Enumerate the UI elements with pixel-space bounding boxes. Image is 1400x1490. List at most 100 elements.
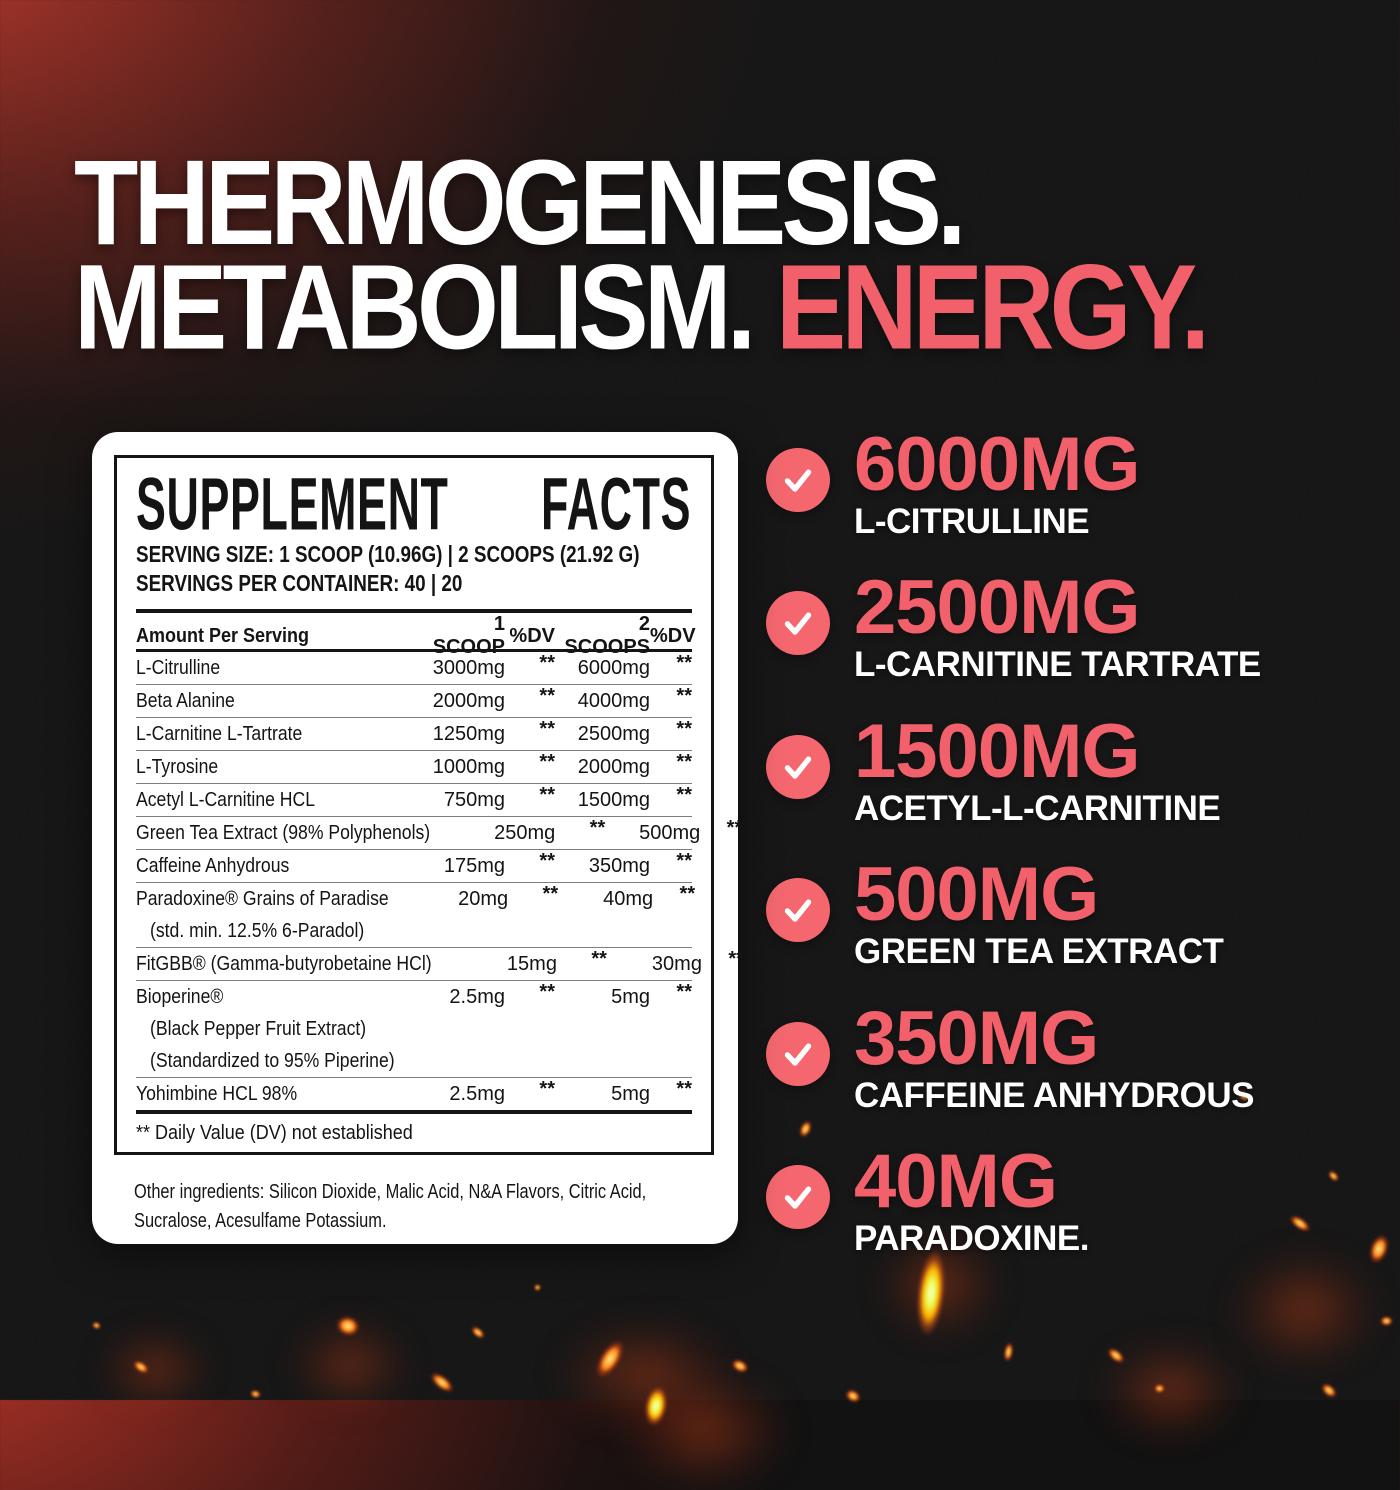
ingredient-amount-2scoops: 2000mg: [577, 755, 650, 778]
ingredient-name: L-Tyrosine: [136, 755, 219, 778]
table-row: Yohimbine HCL 98% 2.5mg ** 5mg **: [136, 1078, 692, 1110]
ingredient-name: Caffeine Anhydrous: [136, 854, 290, 877]
ingredient-amount-1scoop: 2000mg: [432, 689, 505, 712]
ingredient-dv-1scoop: **: [589, 816, 606, 839]
check-icon: [766, 878, 830, 942]
table-row: L-Citrulline 3000mg ** 6000mg **: [136, 652, 692, 685]
ingredient-name: Acetyl L-Carnitine HCL: [136, 788, 316, 811]
highlight-name: L-CITRULLINE: [854, 502, 1090, 541]
ember-spark: [1318, 1380, 1340, 1401]
other-ingredients-line: Sucralose, Acesulfame Potassium.: [134, 1209, 387, 1232]
ingredient-dv-2scoops: **: [679, 882, 696, 905]
ember-glow: [620, 1370, 790, 1490]
ingredient-name: L-Carnitine L-Tartrate: [136, 722, 303, 745]
ember-spark: [1365, 1231, 1393, 1267]
ingredient-amount-1scoop: 750mg: [443, 788, 505, 811]
check-icon: [766, 1165, 830, 1229]
ember-spark: [1287, 1212, 1313, 1235]
highlight-text: 1500MG ACETYL-L-CARNITINE: [854, 714, 1221, 827]
ingredient-name: Yohimbine HCL 98%: [136, 1082, 298, 1105]
ember-glow: [100, 1330, 210, 1410]
ingredient-dv-2scoops: **: [676, 1077, 692, 1100]
ingredient-dv-2scoops: **: [728, 947, 744, 970]
ingredient-amount-1scoop: 3000mg: [432, 656, 505, 679]
highlight-amount: 2500MG: [854, 565, 1140, 650]
table-row: FitGBB® (Gamma-butyrobetaine HCl) 15mg *…: [136, 947, 744, 981]
ingredient-amount-2scoops: 2500mg: [577, 722, 650, 745]
check-icon: [766, 448, 830, 512]
ingredient-dv-1scoop: **: [539, 684, 555, 707]
ingredient-dv-2scoops: **: [676, 783, 692, 806]
servings-per-container: SERVINGS PER CONTAINER: 40 | 20: [136, 570, 463, 596]
ember-spark: [534, 1284, 541, 1291]
col-dv-1: %DV: [509, 624, 555, 647]
facts-table-body: L-Citrulline 3000mg ** 6000mg ** Beta Al…: [136, 652, 744, 1110]
ingredient-amount-1scoop: 175mg: [443, 854, 505, 877]
ember-spark: [796, 1118, 815, 1140]
ingredient-amount-2scoops: 5mg: [611, 1082, 650, 1105]
ingredient-amount-2scoops: 30mg: [651, 952, 702, 975]
ingredient-name: Green Tea Extract (98% Polyphenols): [136, 821, 431, 844]
highlight-name: CAFFEINE ANHYDROUS: [854, 1076, 1255, 1115]
ingredient-dv-2scoops: **: [676, 651, 692, 674]
ember-spark: [1154, 1384, 1165, 1393]
table-row: L-Tyrosine 1000mg ** 2000mg **: [136, 751, 692, 784]
table-header: Amount Per Serving 1 SCOOP %DV 2 SCOOPS …: [136, 613, 696, 658]
ingredient-name: Paradoxine® Grains of Paradise: [136, 887, 389, 910]
ingredient-amount-1scoop: 1000mg: [432, 755, 505, 778]
check-icon: [766, 735, 830, 799]
facts-footnote: ** Daily Value (DV) not established: [136, 1110, 692, 1152]
ember-spark: [1326, 1168, 1341, 1184]
ingredient-amount-2scoops: 350mg: [588, 854, 650, 877]
check-icon: [766, 1022, 830, 1086]
highlight-text: 6000MG L-CITRULLINE: [854, 427, 1140, 541]
highlight-item: 6000MG L-CITRULLINE: [766, 427, 1140, 541]
table-row: Paradoxine® Grains of Paradise 20mg ** 4…: [136, 882, 696, 948]
ingredient-dv-2scoops: **: [726, 816, 743, 839]
check-icon: [766, 591, 830, 655]
headline-line-2: METABOLISM. ENERGY.: [74, 239, 1210, 375]
check-glyph: [784, 899, 812, 922]
ember-spark: [91, 1320, 102, 1331]
ingredient-amount-2scoops: 500mg: [639, 821, 701, 844]
table-row: Beta Alanine 2000mg ** 4000mg **: [136, 685, 692, 718]
highlight-text: 40MG PARADOXINE.: [854, 1139, 1090, 1257]
highlight-text: 350MG CAFFEINE ANHYDROUS: [854, 996, 1255, 1115]
ember-spark: [249, 1388, 262, 1400]
ember-spark: [426, 1368, 458, 1397]
highlight-item: 40MG PARADOXINE.: [766, 1139, 1090, 1257]
ingredient-amount-1scoop: 250mg: [494, 821, 556, 844]
ingredient-amount-1scoop: 2.5mg: [449, 1082, 505, 1105]
ingredient-amount-2scoops: 6000mg: [577, 656, 650, 679]
table-row: Caffeine Anhydrous 175mg ** 350mg **: [136, 850, 692, 883]
ingredient-dv-2scoops: **: [676, 980, 692, 1003]
highlight-item: 350MG CAFFEINE ANHYDROUS: [766, 996, 1255, 1115]
highlight-item: 2500MG L-CARNITINE TARTRATE: [766, 565, 1261, 683]
table-row: Acetyl L-Carnitine HCL 750mg ** 1500mg *…: [136, 784, 692, 817]
highlight-amount: 350MG: [854, 996, 1099, 1081]
headline-accent: ENERGY.: [775, 239, 1210, 375]
highlight-item: 500MG GREEN TEA EXTRACT: [766, 857, 1224, 970]
headline: THERMOGENESIS. METABOLISM. ENERGY.: [74, 142, 1210, 375]
ingredient-dv-1scoop: **: [539, 651, 555, 674]
ingredient-dv-1scoop: **: [591, 947, 607, 970]
check-glyph: [784, 1186, 812, 1209]
ingredient-dv-1scoop: **: [539, 750, 555, 773]
ingredient-dv-2scoops: **: [676, 750, 692, 773]
ingredient-dv-2scoops: **: [676, 684, 692, 707]
col-dv-2: %DV: [650, 624, 696, 647]
other-ingredients: Other ingredients: Silicon Dioxide, Mali…: [134, 1177, 700, 1235]
supplement-facts-panel: SUPPLEMENT FACTS SERVING SIZE: 1 SCOOP (…: [92, 432, 744, 1244]
supplement-facts-box: SUPPLEMENT FACTS SERVING SIZE: 1 SCOOP (…: [114, 455, 744, 1155]
check-glyph: [784, 469, 812, 492]
ingredient-dv-1scoop: **: [539, 849, 555, 872]
highlight-amount: 40MG: [854, 1139, 1058, 1224]
highlight-text: 2500MG L-CARNITINE TARTRATE: [854, 565, 1261, 683]
ingredient-amount-2scoops: 1500mg: [577, 788, 650, 811]
col-1-scoop: 1 SCOOP: [432, 613, 505, 658]
ember-spark: [843, 1386, 863, 1406]
ingredient-amount-2scoops: 40mg: [603, 887, 654, 910]
ember-glow: [1230, 1250, 1380, 1370]
ingredient-dv-1scoop: **: [539, 717, 555, 740]
ingredient-amount-2scoops: 4000mg: [577, 689, 650, 712]
